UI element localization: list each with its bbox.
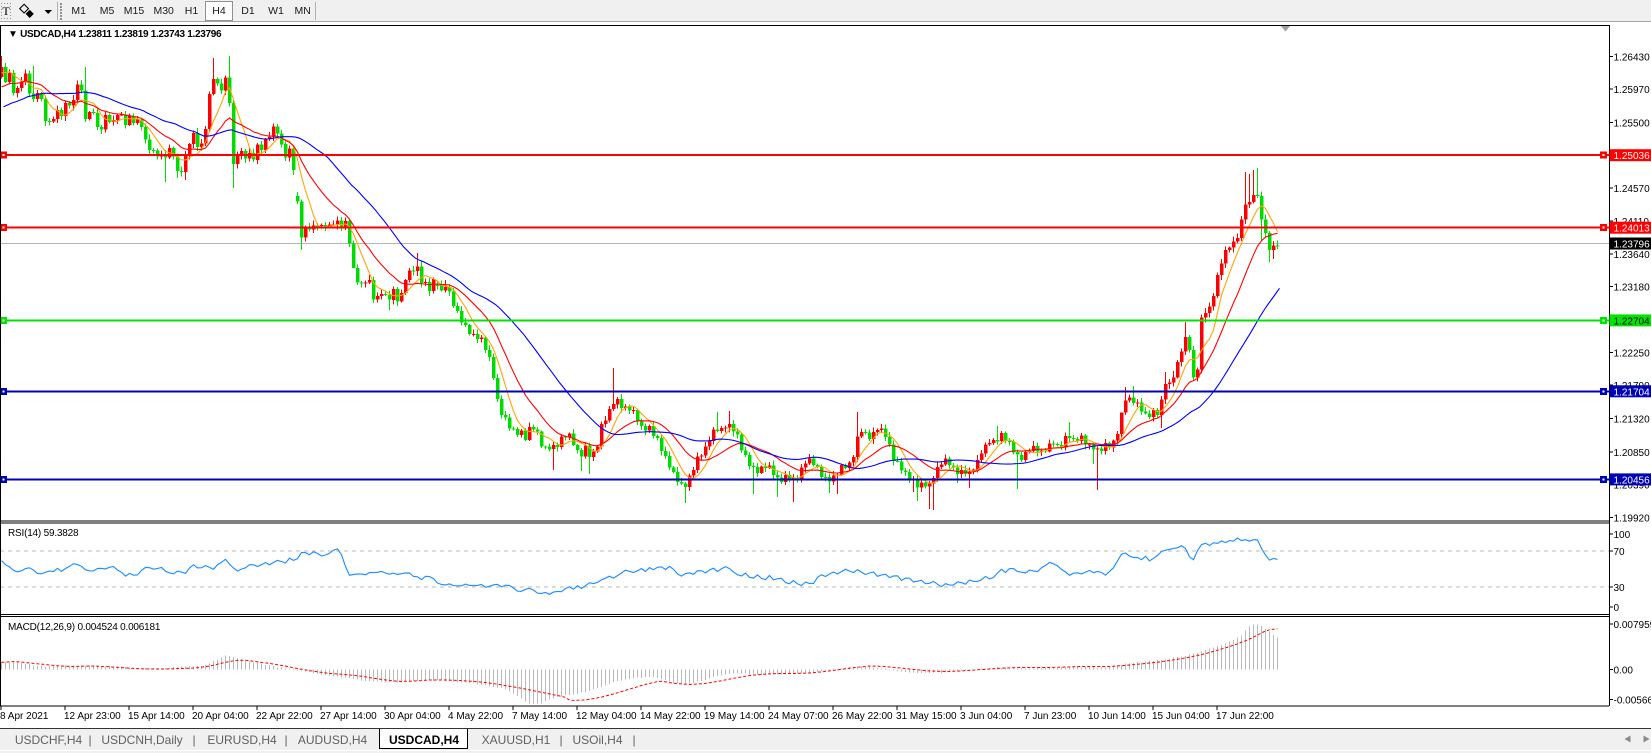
svg-text:100: 100 [1614,530,1631,541]
svg-text:1.20850: 1.20850 [1614,448,1651,459]
svg-text:1.25500: 1.25500 [1614,118,1651,129]
svg-text:1.22704: 1.22704 [1614,316,1651,327]
svg-text:27 Apr 14:00: 27 Apr 14:00 [320,711,377,722]
svg-text:30 Apr 04:00: 30 Apr 04:00 [384,711,441,722]
svg-text:1.24570: 1.24570 [1614,184,1651,195]
svg-text:24 May 07:00: 24 May 07:00 [768,711,829,722]
svg-text:7 Jun 23:00: 7 Jun 23:00 [1024,711,1077,722]
svg-text:1.21320: 1.21320 [1614,415,1651,426]
svg-text:-0.005663: -0.005663 [1614,695,1651,706]
svg-text:1.23796: 1.23796 [1614,240,1651,251]
svg-text:1.23640: 1.23640 [1614,250,1651,261]
svg-text:1.22250: 1.22250 [1614,349,1651,360]
svg-text:17 Jun 22:00: 17 Jun 22:00 [1216,711,1274,722]
svg-text:26 May 22:00: 26 May 22:00 [832,711,893,722]
svg-text:1.25036: 1.25036 [1614,151,1651,162]
svg-text:0: 0 [1614,603,1620,614]
svg-text:1.26430: 1.26430 [1614,52,1651,63]
svg-text:MACD(12,26,9) 0.004524 0.00618: MACD(12,26,9) 0.004524 0.006181 [8,622,161,633]
svg-text:1.20456: 1.20456 [1614,475,1651,486]
svg-text:19 May 14:00: 19 May 14:00 [704,711,765,722]
svg-text:4 May 22:00: 4 May 22:00 [448,711,503,722]
svg-text:15 Apr 14:00: 15 Apr 14:00 [128,711,185,722]
svg-text:70: 70 [1614,547,1626,558]
svg-text:0.007959: 0.007959 [1614,620,1651,631]
svg-text:0.00: 0.00 [1614,665,1634,676]
svg-text:▼ USDCAD,H4 1.23811 1.23819 1: ▼ USDCAD,H4 1.23811 1.23819 1.23743 1.23… [8,29,222,40]
svg-text:1.23180: 1.23180 [1614,283,1651,294]
svg-text:10 Jun 14:00: 10 Jun 14:00 [1088,711,1146,722]
svg-text:7 May 14:00: 7 May 14:00 [512,711,567,722]
svg-text:22 Apr 22:00: 22 Apr 22:00 [256,711,313,722]
svg-text:12 May 04:00: 12 May 04:00 [576,711,637,722]
svg-text:20 Apr 04:00: 20 Apr 04:00 [192,711,249,722]
svg-text:8 Apr 2021: 8 Apr 2021 [0,711,49,722]
svg-text:31 May 15:00: 31 May 15:00 [896,711,957,722]
svg-text:RSI(14) 59.3828: RSI(14) 59.3828 [8,528,79,539]
svg-text:3 Jun 04:00: 3 Jun 04:00 [960,711,1013,722]
svg-text:12 Apr 23:00: 12 Apr 23:00 [64,711,121,722]
svg-text:1.21704: 1.21704 [1614,387,1651,398]
svg-text:1.20390: 1.20390 [1614,480,1651,491]
svg-text:1.25970: 1.25970 [1614,85,1651,96]
svg-text:1.19920: 1.19920 [1614,514,1651,525]
svg-text:15 Jun 04:00: 15 Jun 04:00 [1152,711,1210,722]
svg-text:14 May 22:00: 14 May 22:00 [640,711,701,722]
svg-text:1.24013: 1.24013 [1614,224,1651,235]
svg-text:T: T [2,4,10,18]
svg-text:30: 30 [1614,583,1626,594]
